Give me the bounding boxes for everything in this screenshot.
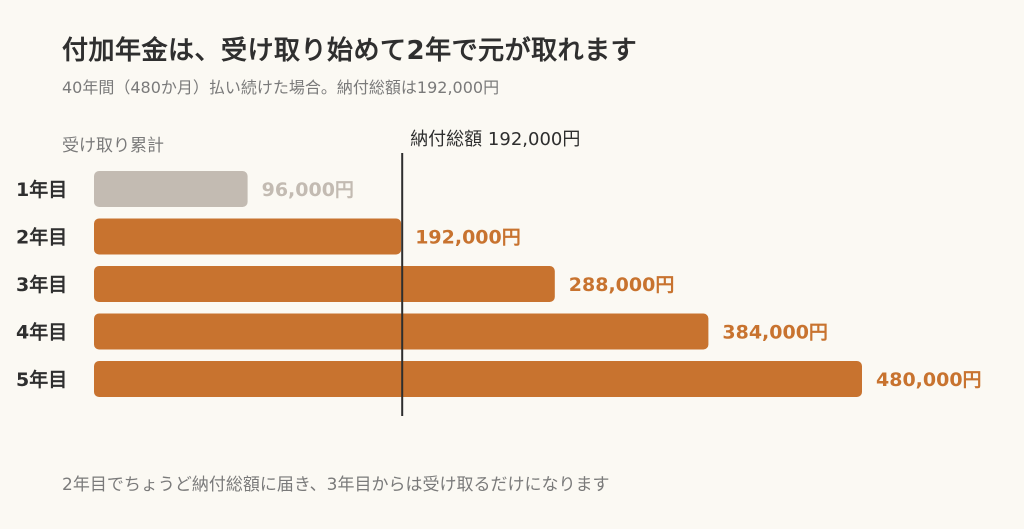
bar-1 xyxy=(94,171,248,207)
value-label: 96,000円 xyxy=(262,179,354,201)
value-label: 480,000円 xyxy=(876,369,982,391)
chart-subtitle: 40年間（480か月）払い続けた場合。納付総額は192,000円 xyxy=(62,78,500,97)
chart-footnote: 2年目でちょうど納付総額に届き、3年目からは受け取るだけになります xyxy=(62,475,610,495)
value-label: 288,000円 xyxy=(569,274,675,296)
bar-2 xyxy=(94,218,402,255)
bar-3 xyxy=(94,266,555,302)
category-label: 1年目 xyxy=(16,178,67,201)
category-label: 4年目 xyxy=(16,321,67,344)
value-label: 192,000円 xyxy=(415,227,521,249)
y-axis-label: 受け取り累計 xyxy=(62,136,164,156)
chart-title: 付加年金は、受け取り始めて2年で元が取れます xyxy=(62,36,638,66)
value-label: 384,000円 xyxy=(722,322,828,344)
category-label: 5年目 xyxy=(16,368,67,391)
bar-5 xyxy=(94,361,862,397)
category-label: 3年目 xyxy=(16,273,67,296)
reference-line-label: 納付総額 192,000円 xyxy=(410,129,580,150)
category-label: 2年目 xyxy=(16,226,67,249)
